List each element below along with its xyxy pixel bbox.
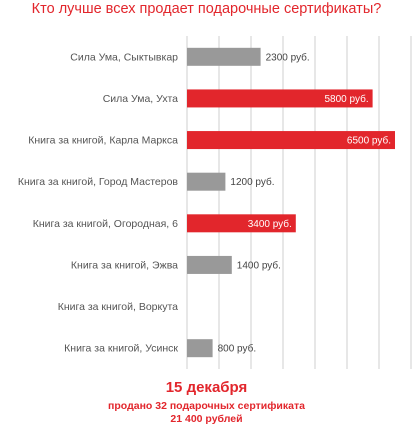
- value-label: 6500 руб.: [347, 135, 391, 147]
- value-label: 1200 руб.: [230, 176, 274, 188]
- footer-date: 15 декабря: [165, 379, 248, 396]
- value-label: 5800 руб.: [325, 93, 369, 105]
- category-label: Книга за книгой, Огородная, 6: [33, 218, 178, 230]
- value-label: 3400 руб.: [248, 218, 292, 230]
- grid-lines: [186, 36, 412, 369]
- category-label: Книга за книгой, Город Мастеров: [18, 176, 179, 188]
- value-label: 1400 руб.: [237, 259, 281, 271]
- footer-certificates-count: продано 32 подарочных сертификата: [108, 400, 305, 412]
- category-label: Книга за книгой, Карла Маркса: [28, 135, 178, 147]
- bars: [187, 47, 395, 358]
- chart-title: Кто лучше всех продает подарочные сертиф…: [31, 1, 382, 17]
- bar: [187, 339, 213, 358]
- footer-total-sum: 21 400 рублей: [170, 413, 243, 425]
- value-label: 2300 руб.: [266, 51, 310, 63]
- bar: [187, 47, 261, 66]
- bar: [187, 172, 226, 191]
- category-label: Книга за книгой, Воркута: [58, 301, 178, 313]
- category-label: Книга за книгой, Усинск: [64, 343, 178, 355]
- bar-highlighted: [187, 131, 395, 150]
- value-label: 800 руб.: [218, 343, 257, 355]
- category-label: Книга за книгой, Эжва: [71, 259, 178, 271]
- value-labels: 2300 руб. 5800 руб. 6500 руб. 1200 руб. 3400…: [218, 51, 391, 354]
- category-label: Сила Ума, Сыктывкар: [70, 51, 178, 63]
- category-label: Сила Ума, Ухта: [103, 93, 178, 105]
- category-labels: Сила Ума, Сыктывкар Сила Ума, Ухта Книга з…: [18, 51, 179, 354]
- bar: [187, 255, 232, 274]
- bar-highlighted: [187, 214, 296, 233]
- bar-chart: Сила Ума, Сыктывкар Сила Ума, Ухта Книга з…: [18, 36, 412, 369]
- bar-highlighted: [187, 89, 373, 108]
